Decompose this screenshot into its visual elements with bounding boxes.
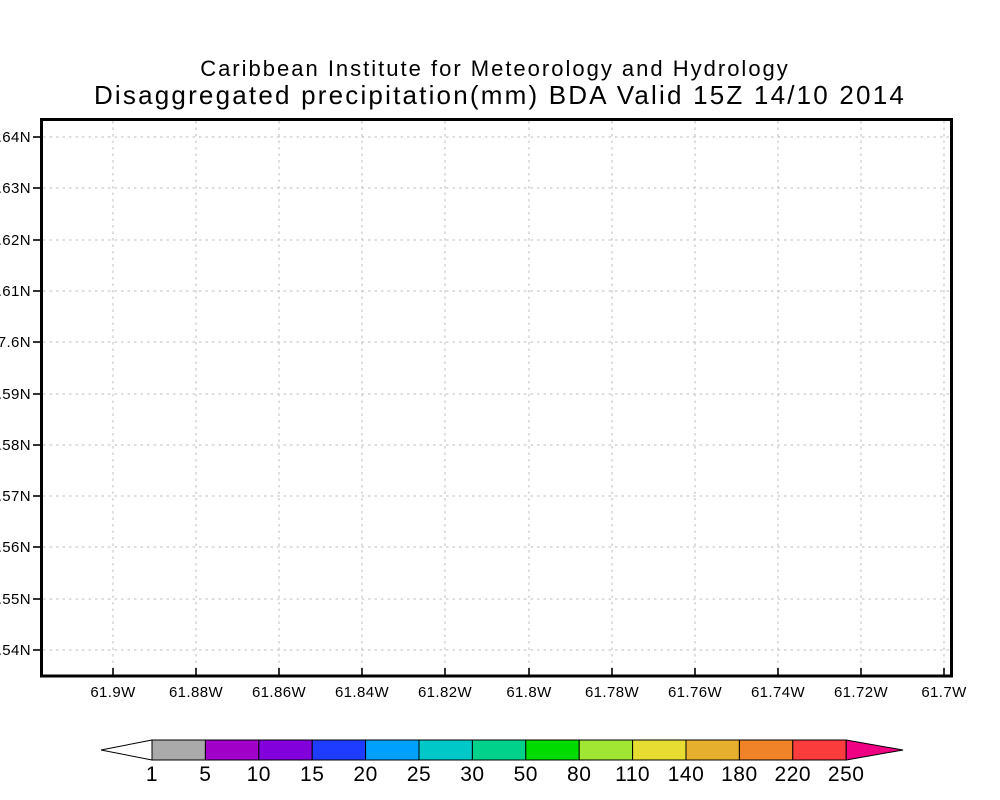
colorbar-segment	[792, 739, 847, 761]
colorbar-segment	[632, 739, 687, 761]
colorbar-level-label: 30	[460, 763, 484, 786]
y-axis-tick-label: 7.58N	[0, 437, 31, 454]
x-axis-tick-label: 61.76W	[668, 684, 723, 701]
x-axis-tick-label: 61.74W	[751, 684, 806, 701]
colorbar-level-label: 20	[353, 763, 377, 786]
y-axis-tick-label: 17.6N	[0, 334, 31, 351]
colorbar-level-label: 10	[247, 763, 271, 786]
colorbar-segment	[578, 739, 634, 761]
colorbar: 1 5 10 15 20 25 30 50 80 110 140 180 220…	[100, 739, 904, 786]
y-axis-tick-label: 7.61N	[0, 283, 31, 300]
x-axis-labels: 61.9W 61.88W 61.86W 61.84W 61.82W 61.8W …	[90, 684, 967, 701]
colorbar-level-label: 80	[567, 763, 591, 786]
x-axis-tick-label: 61.82W	[418, 684, 473, 701]
colorbar-segment	[365, 739, 420, 761]
y-axis-labels: 7.64N 7.63N 7.62N 7.61N 17.6N 7.59N 7.58…	[0, 129, 31, 659]
x-axis-tick-label: 61.86W	[252, 684, 307, 701]
colorbar-under-arrow	[100, 739, 153, 761]
colorbar-level-label: 50	[514, 763, 538, 786]
colorbar-segment	[738, 739, 794, 761]
colorbar-over-arrow	[845, 739, 904, 761]
colorbar-segment	[151, 739, 206, 761]
x-axis-tick-label: 61.9W	[90, 684, 136, 701]
colorbar-level-label: 5	[199, 763, 211, 786]
colorbar-segment	[204, 739, 260, 761]
x-axis-tick-label: 61.78W	[585, 684, 640, 701]
x-axis-ticks	[112, 668, 945, 675]
x-axis-tick-label: 61.8W	[506, 684, 552, 701]
y-axis-ticks	[33, 136, 40, 651]
colorbar-level-label: 15	[300, 763, 324, 786]
x-axis-tick-label: 61.88W	[169, 684, 224, 701]
y-axis-tick-label: 7.56N	[0, 539, 31, 556]
y-axis-tick-label: 7.64N	[0, 129, 31, 146]
colorbar-segment	[685, 739, 740, 761]
chart-subtitle: Disaggregated precipitation(mm) BDA Vali…	[94, 80, 906, 110]
colorbar-level-label: 110	[615, 763, 650, 786]
colorbar-level-label: 250	[828, 763, 865, 786]
colorbar-segment	[258, 739, 313, 761]
colorbar-segment	[471, 739, 527, 761]
colorbar-level-label: 1	[146, 763, 158, 786]
colorbar-level-label: 140	[668, 763, 705, 786]
x-axis-tick-label: 61.84W	[335, 684, 390, 701]
plot-border	[40, 118, 953, 678]
y-axis-tick-label: 7.63N	[0, 180, 31, 197]
y-axis-tick-label: 7.55N	[0, 591, 31, 608]
vertical-gridlines	[112, 121, 945, 674]
chart-title: Caribbean Institute for Meteorology and …	[200, 56, 790, 81]
y-axis-tick-label: 7.57N	[0, 488, 31, 505]
colorbar-segment	[525, 739, 580, 761]
horizontal-gridlines	[43, 136, 950, 651]
x-axis-tick-label: 61.72W	[834, 684, 889, 701]
y-axis-tick-label: 7.62N	[0, 232, 31, 249]
colorbar-level-label: 25	[407, 763, 431, 786]
colorbar-level-label: 220	[775, 763, 812, 786]
colorbar-segment	[311, 739, 367, 761]
colorbar-segment	[418, 739, 473, 761]
y-axis-tick-label: 7.59N	[0, 386, 31, 403]
x-axis-tick-label: 61.7W	[921, 684, 967, 701]
y-axis-tick-label: 7.54N	[0, 642, 31, 659]
colorbar-level-label: 180	[721, 763, 758, 786]
